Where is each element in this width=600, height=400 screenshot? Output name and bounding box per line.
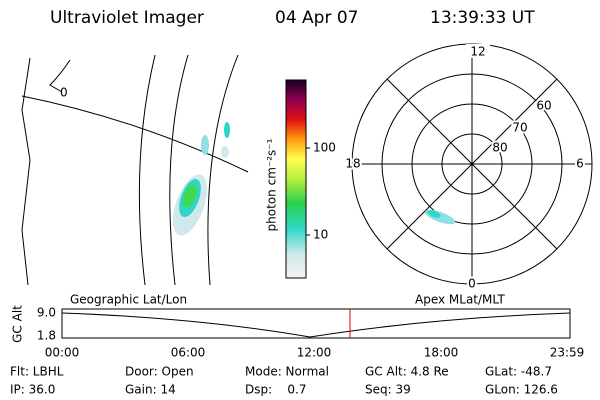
timeline-right-label: Apex MLat/MLT: [415, 293, 505, 307]
mlat-label: 60: [536, 99, 551, 113]
colorbar-tick: 100: [313, 141, 336, 155]
mlt-label: 0: [468, 277, 476, 291]
status: Dsp: 0.7: [245, 383, 307, 397]
timeline-left-label: Geographic Lat/Lon: [70, 293, 187, 307]
x-label: 18:00: [424, 346, 459, 360]
title: Ultraviolet Imager: [50, 8, 204, 28]
status: GC Alt: 4.8 Re: [365, 365, 449, 379]
colorbar: 100 10 photon cm⁻²s⁻¹: [265, 79, 336, 279]
timeline: Geographic Lat/Lon Apex MLat/MLT GC Alt …: [11, 293, 585, 360]
x-label: 06:00: [171, 346, 206, 360]
mlt-label: 18: [345, 157, 360, 171]
x-label: 00:00: [45, 346, 80, 360]
x-label: 12:00: [297, 346, 332, 360]
mlt-label: 6: [576, 157, 584, 171]
footer: Flt: LBHL Door: Open Mode: Normal GC Alt…: [10, 365, 558, 397]
status: GLat: -48.7: [485, 365, 552, 379]
mlt-label: 12: [470, 45, 485, 59]
x-label: 23:59: [550, 346, 585, 360]
status: GLon: 126.6: [485, 383, 558, 397]
map: 0: [21, 54, 249, 286]
mlat-label: 70: [512, 121, 527, 135]
y-label: 9.0: [37, 306, 56, 320]
status: Flt: LBHL: [10, 365, 64, 379]
time: 13:39:33 UT: [430, 8, 535, 28]
mlat-label: 80: [492, 141, 507, 155]
colorbar-tick: 10: [313, 228, 328, 242]
status: Gain: 14: [125, 383, 176, 397]
axis-label: GC Alt: [11, 305, 25, 343]
polar-plot: 12 18 6 0 60 70 80: [343, 43, 593, 293]
status: Seq: 39: [365, 383, 411, 397]
colorbar-unit: photon cm⁻²s⁻¹: [265, 138, 279, 231]
status: Door: Open: [125, 365, 194, 379]
map-label: 0: [60, 86, 68, 100]
y-label: 1.8: [37, 329, 56, 343]
status: Mode: Normal: [245, 365, 329, 379]
date: 04 Apr 07: [275, 8, 358, 28]
status: IP: 36.0: [10, 383, 55, 397]
